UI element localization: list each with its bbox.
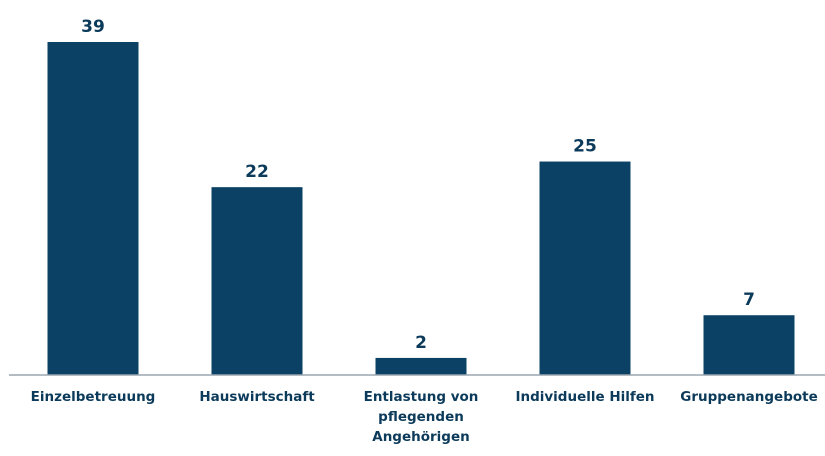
bar: [703, 315, 795, 375]
x-tick-label: Hauswirtschaft: [199, 389, 315, 405]
x-tick-label: Gruppenangebote: [680, 389, 818, 405]
value-label: 39: [81, 17, 105, 37]
value-label: 22: [245, 162, 269, 182]
bar: [539, 161, 631, 375]
x-tick-label: Entlastung von pflegenden Angehörigen: [363, 389, 479, 445]
bar: [47, 42, 139, 375]
bar: [211, 187, 303, 375]
value-label: 25: [573, 137, 597, 157]
x-tick-label: Einzelbetreuung: [30, 389, 156, 405]
value-label: 7: [743, 290, 755, 310]
value-label: 2: [415, 333, 427, 353]
bar: [375, 357, 467, 375]
x-tick-label: Individuelle Hilfen: [515, 389, 655, 405]
